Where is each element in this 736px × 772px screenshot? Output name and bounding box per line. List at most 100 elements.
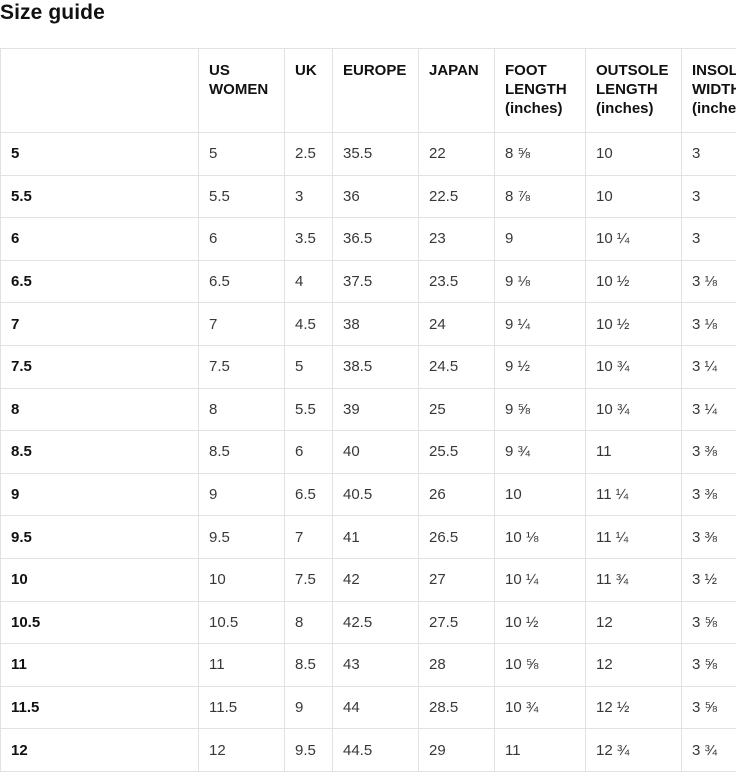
cell-foot-length: 8 ⅞: [495, 175, 586, 218]
column-header-blank: [1, 49, 199, 133]
cell-europe: 36: [333, 175, 419, 218]
cell-insole-width: 3 ½: [682, 558, 736, 601]
cell-europe: 39: [333, 388, 419, 431]
row-label: 11.5: [1, 686, 199, 729]
cell-japan: 25: [419, 388, 495, 431]
cell-us-women: 7.5: [199, 345, 285, 388]
cell-japan: 27: [419, 558, 495, 601]
cell-japan: 24: [419, 303, 495, 346]
cell-insole-width: 3 ¼: [682, 388, 736, 431]
cell-foot-length: 11: [495, 729, 586, 772]
table-row: 12 12 9.5 44.5 29 11 12 ¾ 3 ¾: [1, 729, 736, 772]
table-row: 5 5 2.5 35.5 22 8 ⅝ 10 3: [1, 133, 736, 176]
cell-foot-length: 10 ½: [495, 601, 586, 644]
column-header-foot-length: FOOT LENGTH (inches): [495, 49, 586, 133]
cell-outsole-length: 10 ½: [586, 260, 682, 303]
cell-europe: 44.5: [333, 729, 419, 772]
cell-europe: 44: [333, 686, 419, 729]
cell-outsole-length: 10 ¼: [586, 218, 682, 261]
cell-us-women: 11: [199, 644, 285, 687]
cell-outsole-length: 11: [586, 431, 682, 474]
table-row: 8 8 5.5 39 25 9 ⅝ 10 ¾ 3 ¼: [1, 388, 736, 431]
cell-insole-width: 3 ⅛: [682, 303, 736, 346]
cell-uk: 8.5: [285, 644, 333, 687]
cell-us-women: 6: [199, 218, 285, 261]
cell-japan: 22.5: [419, 175, 495, 218]
table-row: 7.5 7.5 5 38.5 24.5 9 ½ 10 ¾ 3 ¼: [1, 345, 736, 388]
cell-us-women: 6.5: [199, 260, 285, 303]
cell-outsole-length: 11 ¼: [586, 473, 682, 516]
cell-uk: 9.5: [285, 729, 333, 772]
cell-uk: 3.5: [285, 218, 333, 261]
cell-europe: 43: [333, 644, 419, 687]
cell-japan: 28: [419, 644, 495, 687]
cell-europe: 37.5: [333, 260, 419, 303]
row-label: 7.5: [1, 345, 199, 388]
column-header-europe: EUROPE: [333, 49, 419, 133]
cell-japan: 23.5: [419, 260, 495, 303]
cell-us-women: 5: [199, 133, 285, 176]
cell-us-women: 8.5: [199, 431, 285, 474]
size-table-body: 5 5 2.5 35.5 22 8 ⅝ 10 3 5.5 5.5 3 36 22…: [1, 133, 736, 772]
cell-japan: 25.5: [419, 431, 495, 474]
cell-outsole-length: 10: [586, 133, 682, 176]
cell-us-women: 10: [199, 558, 285, 601]
cell-us-women: 9.5: [199, 516, 285, 559]
header-row: US WOMEN UK EUROPE JAPAN FOOT LENGTH (in…: [1, 49, 736, 133]
cell-uk: 4: [285, 260, 333, 303]
cell-insole-width: 3 ⅜: [682, 431, 736, 474]
cell-foot-length: 9 ¾: [495, 431, 586, 474]
row-label: 9.5: [1, 516, 199, 559]
cell-insole-width: 3: [682, 133, 736, 176]
row-label: 10: [1, 558, 199, 601]
cell-insole-width: 3 ⅜: [682, 473, 736, 516]
table-row: 6.5 6.5 4 37.5 23.5 9 ⅛ 10 ½ 3 ⅛: [1, 260, 736, 303]
cell-uk: 5: [285, 345, 333, 388]
cell-uk: 2.5: [285, 133, 333, 176]
cell-outsole-length: 12: [586, 644, 682, 687]
cell-outsole-length: 11 ¼: [586, 516, 682, 559]
cell-japan: 26: [419, 473, 495, 516]
row-label: 7: [1, 303, 199, 346]
table-row: 9 9 6.5 40.5 26 10 11 ¼ 3 ⅜: [1, 473, 736, 516]
cell-insole-width: 3 ¼: [682, 345, 736, 388]
cell-outsole-length: 11 ¾: [586, 558, 682, 601]
cell-us-women: 10.5: [199, 601, 285, 644]
cell-uk: 9: [285, 686, 333, 729]
cell-europe: 38.5: [333, 345, 419, 388]
column-header-japan: JAPAN: [419, 49, 495, 133]
cell-insole-width: 3 ⅛: [682, 260, 736, 303]
table-row: 10.5 10.5 8 42.5 27.5 10 ½ 12 3 ⅝: [1, 601, 736, 644]
size-table-header: US WOMEN UK EUROPE JAPAN FOOT LENGTH (in…: [1, 49, 736, 133]
cell-foot-length: 10 ⅛: [495, 516, 586, 559]
cell-foot-length: 10 ⅝: [495, 644, 586, 687]
cell-foot-length: 9: [495, 218, 586, 261]
cell-europe: 41: [333, 516, 419, 559]
cell-foot-length: 10 ¾: [495, 686, 586, 729]
row-label: 12: [1, 729, 199, 772]
cell-outsole-length: 10: [586, 175, 682, 218]
cell-europe: 40: [333, 431, 419, 474]
cell-uk: 5.5: [285, 388, 333, 431]
table-row: 7 7 4.5 38 24 9 ¼ 10 ½ 3 ⅛: [1, 303, 736, 346]
cell-japan: 27.5: [419, 601, 495, 644]
cell-japan: 22: [419, 133, 495, 176]
cell-japan: 23: [419, 218, 495, 261]
cell-foot-length: 10: [495, 473, 586, 516]
cell-japan: 26.5: [419, 516, 495, 559]
cell-outsole-length: 12: [586, 601, 682, 644]
cell-insole-width: 3 ¾: [682, 729, 736, 772]
cell-insole-width: 3: [682, 218, 736, 261]
cell-uk: 4.5: [285, 303, 333, 346]
cell-foot-length: 9 ⅛: [495, 260, 586, 303]
cell-outsole-length: 10 ¾: [586, 345, 682, 388]
cell-uk: 7.5: [285, 558, 333, 601]
cell-japan: 29: [419, 729, 495, 772]
cell-europe: 42.5: [333, 601, 419, 644]
cell-us-women: 11.5: [199, 686, 285, 729]
row-label: 8: [1, 388, 199, 431]
table-row: 11 11 8.5 43 28 10 ⅝ 12 3 ⅝: [1, 644, 736, 687]
cell-foot-length: 8 ⅝: [495, 133, 586, 176]
cell-europe: 40.5: [333, 473, 419, 516]
row-label: 5.5: [1, 175, 199, 218]
